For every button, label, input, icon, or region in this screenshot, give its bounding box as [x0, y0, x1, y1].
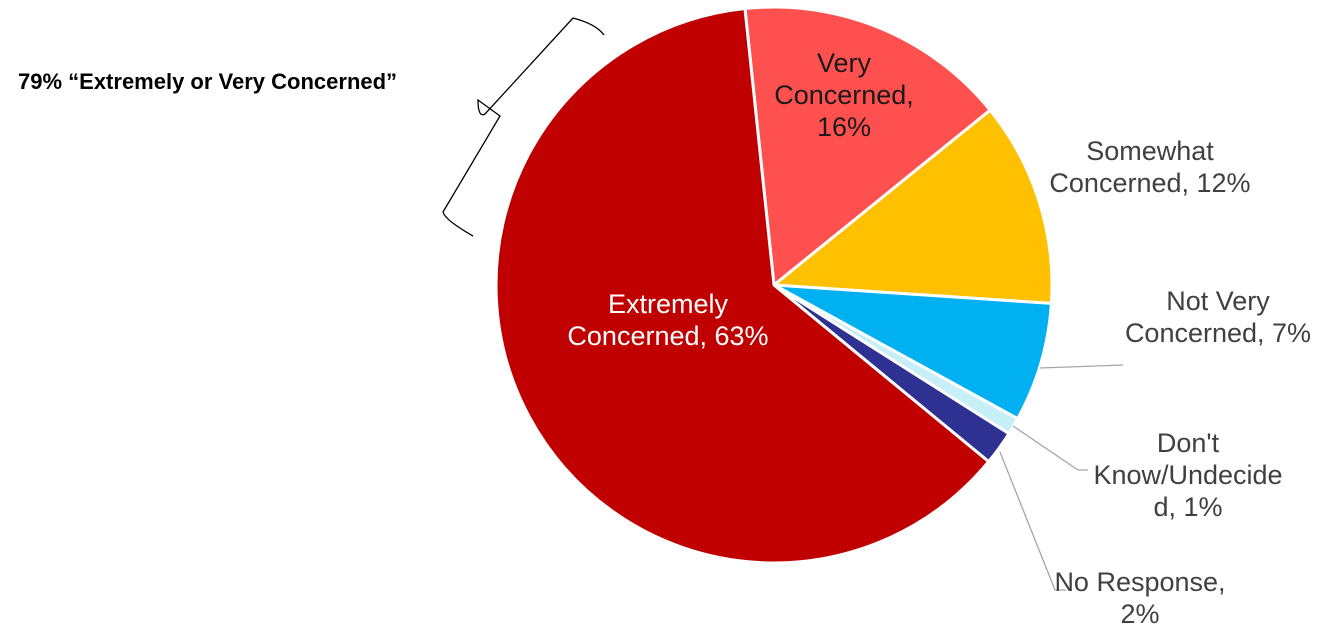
slice-label-line: 2%	[1120, 599, 1159, 629]
pie-slice-5	[494, 7, 991, 565]
leader-line-4	[999, 451, 1066, 591]
leader-line-3	[1012, 425, 1088, 471]
slice-label-line: Don't	[1157, 428, 1220, 458]
slice-label-line: Concerned,	[774, 80, 914, 110]
slice-label-2: Not Very Concerned, 7%	[1125, 286, 1311, 348]
pie-slice-2	[772, 283, 1053, 421]
slice-label-line: Know/Undecide	[1093, 460, 1282, 490]
pie-slice-1	[772, 108, 1054, 305]
slice-label-5: Extremely Concerned, 63%	[567, 289, 768, 351]
slice-label-line: No Response,	[1054, 567, 1225, 597]
slice-labels: Very Concerned, 16% Somewhat Concerned, 12% N…	[567, 48, 1311, 629]
leader-lines	[999, 364, 1124, 591]
slice-label-line: Concerned, 7%	[1125, 318, 1311, 348]
slice-label-line: Somewhat	[1086, 136, 1214, 166]
pie-slice-0	[743, 5, 992, 287]
slice-label-line: Not Very	[1166, 286, 1270, 316]
slice-label-0: Very Concerned, 16%	[774, 48, 914, 142]
slice-label-line: Concerned, 12%	[1049, 168, 1250, 198]
pie-slices	[494, 5, 1054, 565]
bracket-annotation-shape	[442, 17, 605, 237]
slice-label-1: Somewhat Concerned, 12%	[1049, 136, 1250, 198]
leader-line-2	[1039, 364, 1124, 369]
slice-label-line: 16%	[817, 112, 871, 142]
slice-label-line: Extremely	[608, 289, 729, 319]
slice-label-3: Don't Know/Undecide d, 1%	[1093, 428, 1282, 522]
slice-label-4: No Response, 2%	[1054, 567, 1225, 629]
slice-label-line: Concerned, 63%	[567, 321, 768, 351]
slice-label-line: Very	[817, 48, 872, 78]
slice-label-line: d, 1%	[1153, 492, 1222, 522]
bracket-annotation-text: 79% “Extremely or Very Concerned”	[18, 69, 397, 94]
